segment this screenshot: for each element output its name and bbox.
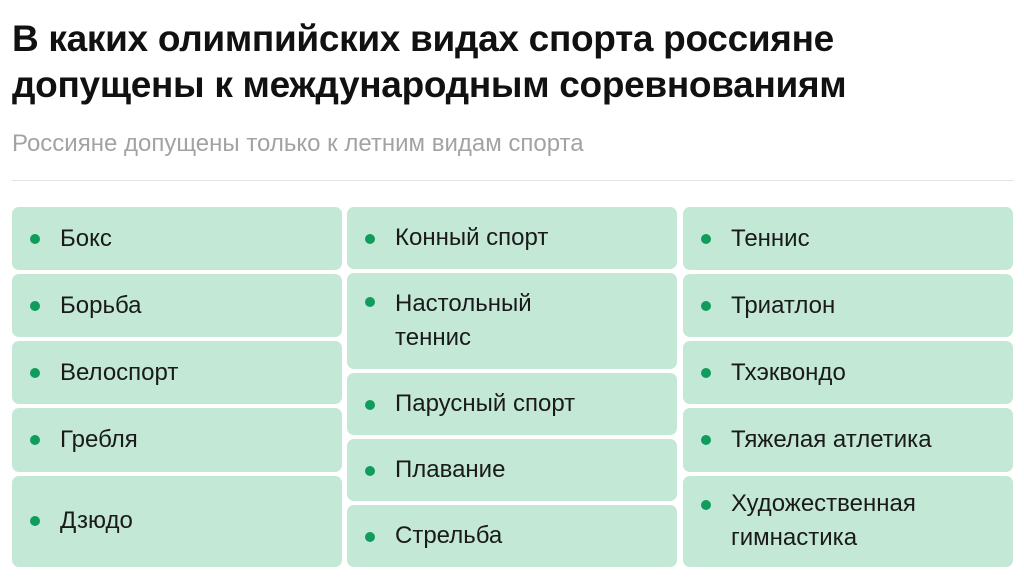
sports-column-1: Бокс Борьба Велоспорт Гребля Дзюдо: [12, 207, 342, 568]
sport-label: Гребля: [60, 425, 138, 453]
sport-label: Парусный спорт: [395, 390, 576, 418]
bullet-icon: [701, 435, 711, 446]
sport-label: Конный спорт: [395, 223, 549, 251]
bullet-icon: [30, 301, 40, 312]
sport-card: Тяжелая атлетика: [683, 408, 1013, 472]
sport-label: Бокс: [60, 224, 112, 252]
sport-label: Стрельба: [395, 522, 503, 550]
page-subtitle: Россияне допущены только к летним видам …: [12, 130, 584, 157]
sport-label: Художественная гимнастика: [731, 490, 916, 552]
sport-label: Настольный теннис: [395, 290, 532, 352]
sport-card: Тхэквондо: [683, 341, 1013, 405]
page-title: В каких олимпийских видах спорта россиян…: [12, 18, 847, 105]
bullet-icon: [365, 296, 375, 307]
sport-card: Велоспорт: [12, 341, 342, 405]
sport-card: Гребля: [12, 408, 342, 472]
sports-column-2: Конный спорт Настольный теннис Парусный …: [347, 207, 677, 568]
sports-column-3: Теннис Триатлон Тхэквондо Тяжелая атлети…: [683, 207, 1013, 568]
bullet-icon: [30, 435, 40, 446]
sport-label: Тхэквондо: [731, 358, 846, 386]
bullet-icon: [365, 532, 375, 543]
bullet-icon: [365, 466, 375, 477]
sport-card: Триатлон: [683, 274, 1013, 338]
sport-label: Дзюдо: [60, 507, 133, 535]
sport-card: Бокс: [12, 207, 342, 271]
sport-label: Триатлон: [731, 291, 836, 319]
bullet-icon: [365, 400, 375, 411]
sport-card: Конный спорт: [347, 207, 677, 269]
bullet-icon: [365, 234, 375, 244]
sport-card: Парусный спорт: [347, 373, 677, 436]
bullet-icon: [701, 499, 711, 510]
sport-card: Стрельба: [347, 505, 677, 568]
sport-card: Настольный теннис: [347, 272, 677, 370]
sport-label: Борьба: [60, 291, 142, 319]
sport-card: Дзюдо: [12, 475, 342, 568]
bullet-icon: [30, 516, 40, 527]
sport-card: Теннис: [683, 207, 1013, 271]
sport-label: Теннис: [731, 224, 810, 252]
bullet-icon: [701, 301, 711, 312]
sport-label: Велоспорт: [60, 358, 179, 386]
divider: [12, 180, 1014, 181]
sport-card: Художественная гимнастика: [683, 475, 1013, 568]
sport-label: Тяжелая атлетика: [731, 425, 932, 453]
sport-card: Борьба: [12, 274, 342, 338]
bullet-icon: [30, 368, 40, 379]
bullet-icon: [30, 234, 40, 244]
sport-card: Плавание: [347, 439, 677, 502]
bullet-icon: [701, 234, 711, 244]
bullet-icon: [701, 368, 711, 379]
sport-label: Плавание: [395, 456, 506, 484]
